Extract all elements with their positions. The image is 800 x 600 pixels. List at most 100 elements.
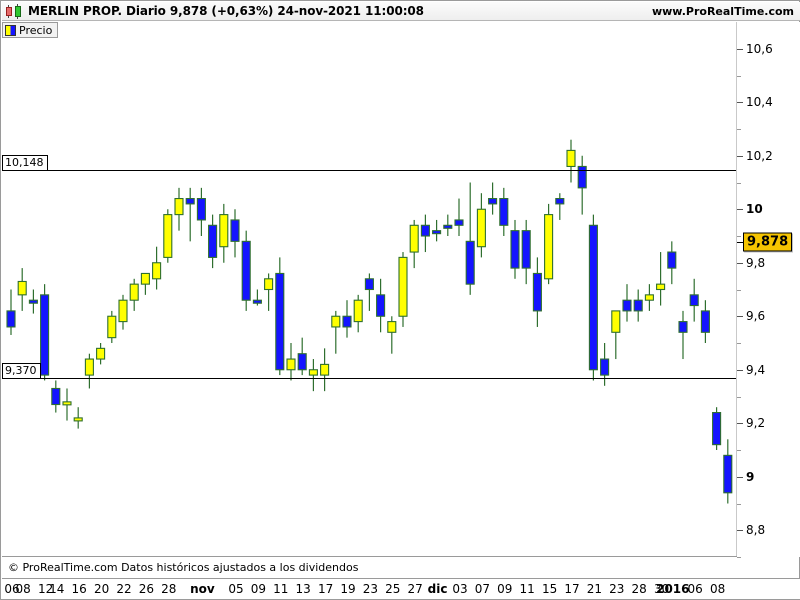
candle <box>96 343 106 365</box>
candle <box>644 284 654 311</box>
price-axis-tick <box>737 48 743 50</box>
price-axis-tick <box>737 262 743 264</box>
candle <box>700 300 710 343</box>
date-axis-label: dic <box>427 582 448 596</box>
price-axis-minor-tick <box>737 289 741 291</box>
price-axis-tick <box>737 209 743 211</box>
candle <box>6 289 16 335</box>
date-axis-label: 19 <box>340 582 356 596</box>
price-axis-label: 10 <box>746 202 763 217</box>
price-axis-label: 9,6 <box>746 309 766 324</box>
candle <box>432 219 442 242</box>
candle <box>275 257 285 376</box>
candle <box>40 284 50 381</box>
price-axis-tick <box>737 476 743 478</box>
candle <box>712 407 722 450</box>
date-axis-label: 27 <box>407 582 423 596</box>
candle <box>499 187 509 236</box>
date-axis-label: 06 <box>687 582 703 596</box>
date-axis[interactable]: 06 08 12 14 16 20 22 26 28 nov 05 09 11 13 17 19 23 25 27 d… <box>2 578 800 599</box>
date-axis-label: 06 <box>4 582 20 596</box>
upper-level-label[interactable]: 10,148 <box>2 154 48 171</box>
candle <box>409 219 419 269</box>
price-series-swatch-icon <box>5 24 16 36</box>
candle <box>611 310 621 360</box>
date-axis-label: nov <box>190 582 215 596</box>
date-axis-label: 16 <box>71 582 87 596</box>
date-axis-label: 07 <box>474 582 491 596</box>
candle <box>230 209 240 258</box>
candle <box>51 380 61 413</box>
candle <box>140 272 150 295</box>
price-axis-minor-tick <box>737 182 741 184</box>
date-axis-label: 15 <box>541 582 558 596</box>
candle <box>622 284 632 322</box>
candle <box>387 316 397 354</box>
price-axis[interactable]: 10,6 10,4 10,2 10 9,8 9,6 9,4 9,2 9 8,8 9,878 <box>737 22 800 558</box>
date-axis-label: 09 <box>497 582 513 596</box>
candle <box>420 214 430 253</box>
upper-level-line[interactable] <box>2 169 736 171</box>
candle <box>667 241 677 285</box>
candle <box>28 289 38 314</box>
lower-level-label[interactable]: 9,370 <box>2 362 41 379</box>
date-axis-label: 28 <box>161 582 177 596</box>
date-axis-label: 17 <box>317 582 334 596</box>
date-axis-label: 20 <box>93 582 110 596</box>
current-price-badge[interactable]: 9,878 <box>743 232 793 252</box>
series-legend[interactable]: Precio <box>2 22 59 38</box>
title-bar: MERLIN PROP. Diario 9,878 (+0,63%) 24-no… <box>2 2 800 21</box>
candle <box>331 310 341 354</box>
candle <box>320 348 330 392</box>
candle <box>185 187 195 242</box>
candle <box>252 289 262 306</box>
candle <box>84 353 94 389</box>
candle <box>353 294 363 333</box>
candle <box>17 268 27 311</box>
candle <box>633 289 643 322</box>
price-axis-tick <box>737 423 743 425</box>
price-axis-label: 9,4 <box>746 362 766 377</box>
candle <box>163 209 173 263</box>
date-axis-label: 08 <box>15 582 31 596</box>
footer-note: © ProRealTime.com Datos históricos ajust… <box>8 561 359 574</box>
candle <box>308 359 318 392</box>
price-axis-minor-tick <box>737 503 741 505</box>
candle <box>566 139 576 183</box>
candle <box>364 273 374 311</box>
candle <box>376 278 386 333</box>
provider-url[interactable]: www.ProRealTime.com <box>651 4 794 18</box>
date-axis-label: 22 <box>116 582 132 596</box>
date-axis-label: 30 <box>653 582 670 596</box>
candle <box>555 193 565 220</box>
date-axis-label: 09 <box>250 582 267 596</box>
candle <box>196 187 206 236</box>
candle <box>118 294 128 330</box>
candle <box>342 300 352 338</box>
price-axis-label: 10,6 <box>746 41 773 56</box>
price-axis-tick <box>737 102 743 104</box>
date-axis-label: 26 <box>138 582 155 596</box>
chart-plot-area[interactable]: 10,148 9,370 <box>2 22 737 557</box>
date-axis-label: 23 <box>362 582 379 596</box>
date-axis-label: 08 <box>709 582 726 596</box>
price-axis-minor-tick <box>737 129 741 130</box>
date-axis-label: 21 <box>586 582 603 596</box>
date-axis-label: 14 <box>49 582 65 596</box>
candle <box>600 343 610 386</box>
candle <box>107 310 117 343</box>
lower-level-line[interactable] <box>2 377 736 379</box>
date-axis-label: 05 <box>228 582 244 596</box>
date-axis-label: 13 <box>295 582 311 596</box>
date-axis-label: 28 <box>631 582 647 596</box>
date-axis-label: 11 <box>519 582 535 596</box>
candle <box>588 214 598 381</box>
candle <box>241 230 251 311</box>
date-axis-label: 2016 <box>656 582 690 596</box>
price-axis-label: 8,8 <box>746 523 766 538</box>
price-axis-tick <box>737 530 743 532</box>
candle <box>286 343 296 381</box>
candle <box>476 193 486 258</box>
plot-bottom-divider <box>2 556 737 557</box>
candle <box>488 182 498 215</box>
